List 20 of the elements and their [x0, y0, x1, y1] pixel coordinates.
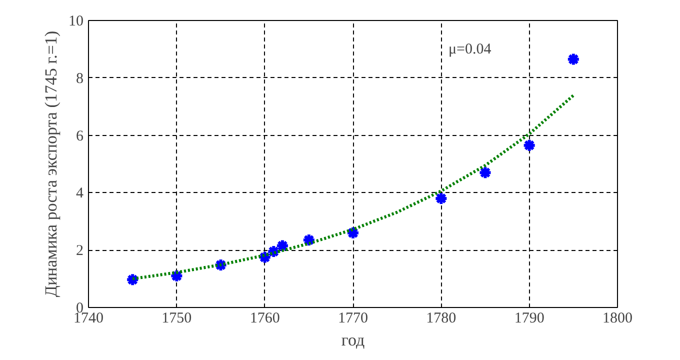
- point: [566, 52, 580, 66]
- y-tick-label: 2: [76, 243, 84, 260]
- annotation: μ=0.04: [448, 42, 492, 58]
- y-tick-label: 6: [76, 128, 84, 144]
- x-tick-label: 1770: [338, 310, 368, 326]
- y-tick-label: 10: [68, 14, 84, 30]
- line-series: [131, 94, 575, 280]
- point: [522, 138, 536, 152]
- x-axis-title: год: [341, 330, 365, 350]
- point: [478, 166, 492, 180]
- y-axis-title: Динамика роста экспорта (1745 г.=1): [42, 30, 60, 298]
- point: [434, 191, 448, 206]
- x-tick-label: 1790: [514, 310, 544, 326]
- x-tick-label: 1780: [426, 310, 456, 326]
- y-tick-label: 8: [76, 70, 84, 87]
- x-tick-label: 1750: [162, 310, 192, 326]
- x-tick-label: 1760: [250, 310, 280, 326]
- y-tick-label: 4: [76, 186, 84, 202]
- x-tick-label: 1800: [602, 310, 632, 326]
- point: [275, 238, 290, 253]
